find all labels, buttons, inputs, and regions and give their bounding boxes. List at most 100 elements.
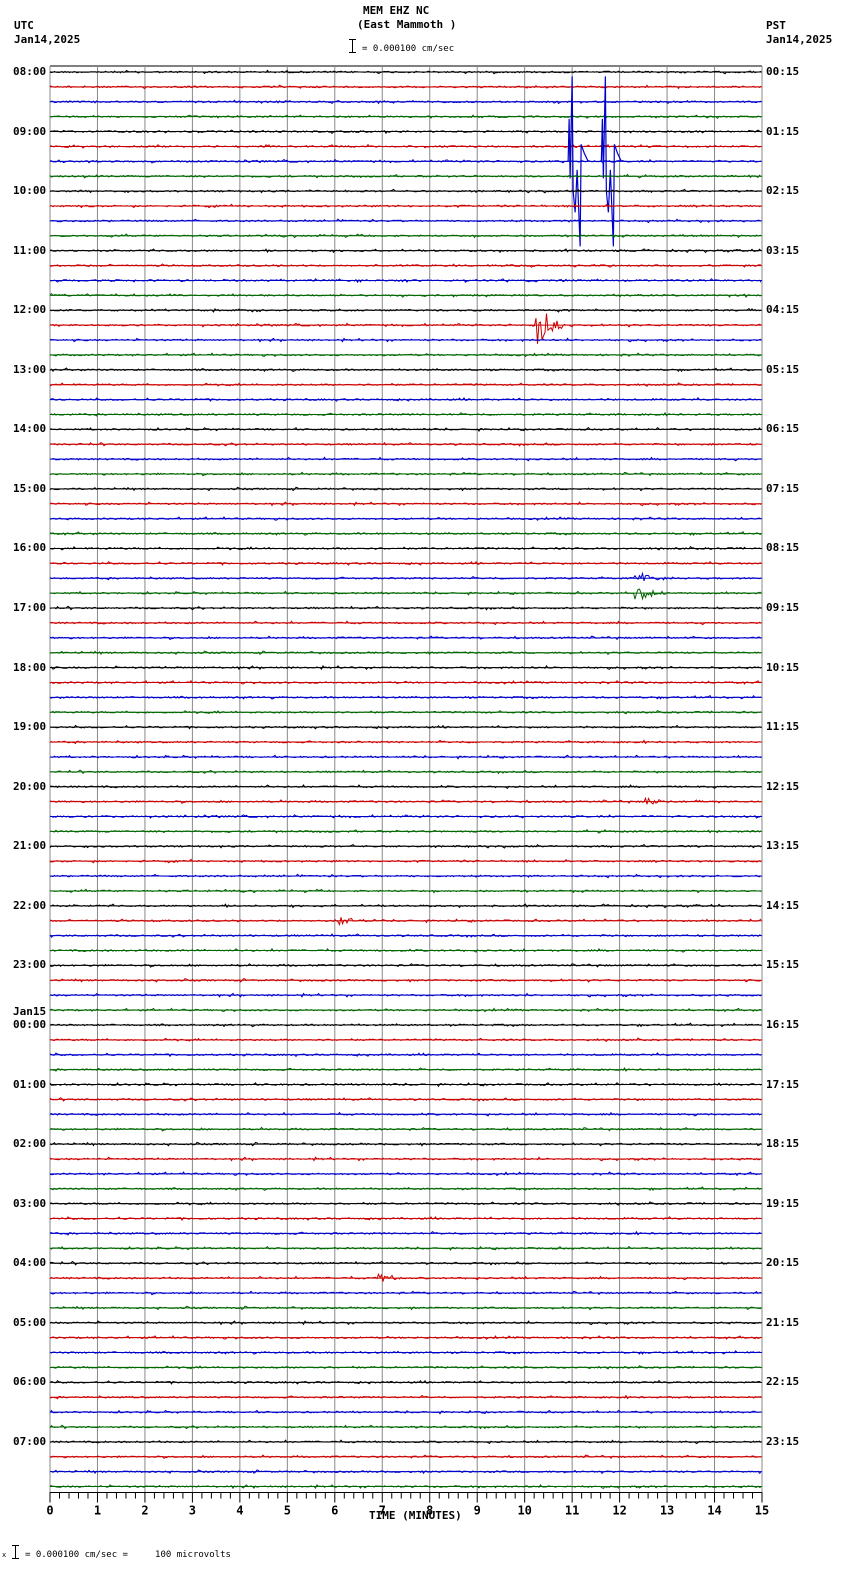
seismic-trace bbox=[49, 1156, 762, 1162]
right-hour-label: 07:15 bbox=[766, 481, 800, 495]
seismic-trace bbox=[49, 784, 762, 789]
seismic-trace bbox=[49, 1335, 762, 1340]
right-hour-label: 01:15 bbox=[766, 124, 800, 138]
seismic-trace bbox=[49, 679, 762, 685]
right-hour-label: 08:15 bbox=[766, 541, 800, 555]
left-hour-label: 08:00 bbox=[13, 65, 47, 78]
x-tick-label: 2 bbox=[141, 1504, 148, 1518]
x-tick-label: 12 bbox=[612, 1504, 626, 1518]
left-hour-label: 05:00 bbox=[13, 1315, 47, 1329]
seismic-trace bbox=[49, 1290, 762, 1296]
left-hour-label: 09:00 bbox=[13, 124, 47, 138]
seismic-trace bbox=[49, 277, 762, 284]
right-hour-label: 21:15 bbox=[766, 1315, 800, 1329]
seismic-trace bbox=[49, 724, 762, 730]
seismic-trace bbox=[49, 1260, 762, 1266]
seismic-trace bbox=[49, 426, 762, 432]
seismic-trace bbox=[49, 471, 762, 477]
seismic-trace bbox=[49, 397, 762, 403]
seismic-trace bbox=[49, 1082, 762, 1088]
seismic-trace bbox=[49, 694, 762, 700]
seismic-trace bbox=[49, 516, 762, 521]
x-tick-label: 6 bbox=[331, 1504, 338, 1518]
right-timezone: PST bbox=[766, 19, 786, 32]
seismic-trace bbox=[49, 382, 762, 387]
seismic-trace bbox=[49, 203, 762, 209]
right-hour-label: 03:15 bbox=[766, 243, 800, 257]
left-hour-label: 22:00 bbox=[13, 898, 47, 912]
right-hour-label: 16:15 bbox=[766, 1017, 800, 1031]
right-hour-label: 23:15 bbox=[766, 1434, 800, 1448]
seismic-trace bbox=[49, 813, 762, 819]
seismic-trace bbox=[49, 531, 762, 536]
left-hour-label: 15:00 bbox=[13, 481, 47, 495]
x-tick-label: 7 bbox=[379, 1504, 386, 1518]
footer-prefix: x bbox=[2, 1551, 7, 1559]
right-hour-label: 20:15 bbox=[766, 1256, 800, 1270]
x-tick-label: 1 bbox=[94, 1504, 101, 1518]
x-tick-label: 14 bbox=[707, 1504, 721, 1518]
seismic-trace bbox=[49, 1439, 762, 1445]
left-hour-label: 10:00 bbox=[13, 184, 47, 198]
seismic-trace bbox=[49, 605, 762, 611]
seismic-trace bbox=[49, 588, 761, 601]
right-hour-label: 14:15 bbox=[766, 898, 800, 912]
seismic-trace bbox=[49, 69, 762, 75]
x-axis-title: TIME (MINUTES) bbox=[369, 1509, 462, 1522]
seismic-trace bbox=[49, 917, 762, 927]
left-hour-label: 17:00 bbox=[13, 601, 47, 615]
seismic-trace bbox=[49, 367, 762, 373]
seismic-trace bbox=[49, 1394, 762, 1400]
seismic-trace bbox=[49, 1305, 762, 1311]
seismic-trace bbox=[49, 352, 762, 358]
seismic-trace bbox=[49, 1066, 762, 1072]
seismic-trace bbox=[49, 1272, 762, 1282]
right-hour-label: 00:15 bbox=[766, 65, 800, 78]
x-tick-label: 3 bbox=[189, 1504, 196, 1518]
scale-text: = 0.000100 cm/sec bbox=[362, 44, 455, 54]
seismic-trace bbox=[49, 114, 762, 120]
left-hour-label: 00:00 bbox=[13, 1017, 47, 1031]
right-hour-label: 12:15 bbox=[766, 779, 800, 793]
right-hour-label: 09:15 bbox=[766, 601, 800, 615]
right-hour-label: 19:15 bbox=[766, 1196, 800, 1210]
seismic-trace bbox=[49, 1022, 762, 1028]
seismic-trace bbox=[49, 486, 762, 492]
seismic-trace bbox=[49, 571, 762, 582]
station-title: MEM EHZ NC bbox=[363, 4, 430, 17]
seismic-trace bbox=[49, 188, 762, 194]
right-hour-label: 11:15 bbox=[766, 720, 800, 734]
seismic-trace bbox=[50, 501, 762, 507]
seismic-trace bbox=[49, 1216, 762, 1222]
seismic-trace bbox=[50, 947, 762, 953]
seismic-trace bbox=[49, 1424, 762, 1430]
seismic-trace bbox=[49, 933, 762, 939]
left-hour-label: 20:00 bbox=[13, 779, 47, 793]
footer-scale-text: = 0.000100 cm/sec = 100 microvolts bbox=[25, 1550, 231, 1560]
seismic-trace bbox=[49, 1230, 762, 1236]
seismic-trace bbox=[49, 441, 762, 447]
seismic-trace bbox=[49, 1007, 762, 1013]
left-hour-label: 23:00 bbox=[13, 958, 47, 972]
left-hour-label: 19:00 bbox=[13, 720, 47, 734]
seismic-trace bbox=[49, 977, 762, 983]
seismic-trace bbox=[49, 313, 762, 344]
seismic-trace bbox=[49, 308, 762, 313]
seismic-trace bbox=[49, 1350, 762, 1355]
seismic-trace bbox=[49, 84, 762, 90]
x-tick-label: 0 bbox=[46, 1504, 53, 1518]
seismic-trace bbox=[49, 1245, 762, 1251]
x-tick-label: 13 bbox=[660, 1504, 674, 1518]
scale-bar-icon bbox=[349, 39, 356, 53]
right-hour-label: 18:15 bbox=[766, 1137, 800, 1151]
seismic-trace bbox=[49, 233, 762, 239]
seismic-trace bbox=[49, 1409, 762, 1415]
left-hour-label: 12:00 bbox=[13, 303, 47, 317]
seismic-trace bbox=[49, 888, 762, 894]
seismic-trace bbox=[49, 843, 762, 849]
seismic-trace bbox=[49, 828, 762, 834]
x-tick-label: 15 bbox=[755, 1504, 769, 1518]
seismic-trace bbox=[49, 709, 762, 715]
seismic-trace bbox=[49, 963, 762, 968]
x-tick-label: 4 bbox=[236, 1504, 243, 1518]
